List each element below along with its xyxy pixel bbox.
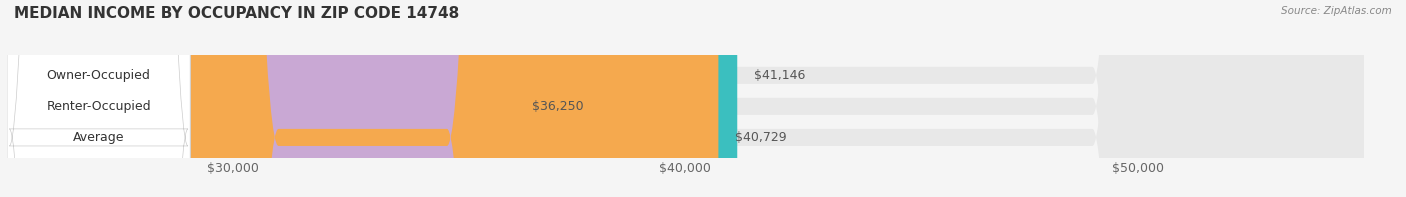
Text: Average: Average <box>73 131 124 144</box>
Text: $41,146: $41,146 <box>754 69 804 82</box>
Text: Renter-Occupied: Renter-Occupied <box>46 100 150 113</box>
FancyBboxPatch shape <box>7 0 190 197</box>
Text: $36,250: $36,250 <box>531 100 583 113</box>
FancyBboxPatch shape <box>7 0 718 197</box>
Text: Owner-Occupied: Owner-Occupied <box>46 69 150 82</box>
FancyBboxPatch shape <box>7 0 516 197</box>
Text: $40,729: $40,729 <box>735 131 786 144</box>
FancyBboxPatch shape <box>7 0 737 197</box>
Text: MEDIAN INCOME BY OCCUPANCY IN ZIP CODE 14748: MEDIAN INCOME BY OCCUPANCY IN ZIP CODE 1… <box>14 6 460 21</box>
FancyBboxPatch shape <box>7 0 1364 197</box>
FancyBboxPatch shape <box>7 0 1364 197</box>
FancyBboxPatch shape <box>7 0 190 197</box>
Text: Source: ZipAtlas.com: Source: ZipAtlas.com <box>1281 6 1392 16</box>
FancyBboxPatch shape <box>7 0 190 197</box>
FancyBboxPatch shape <box>7 0 1364 197</box>
